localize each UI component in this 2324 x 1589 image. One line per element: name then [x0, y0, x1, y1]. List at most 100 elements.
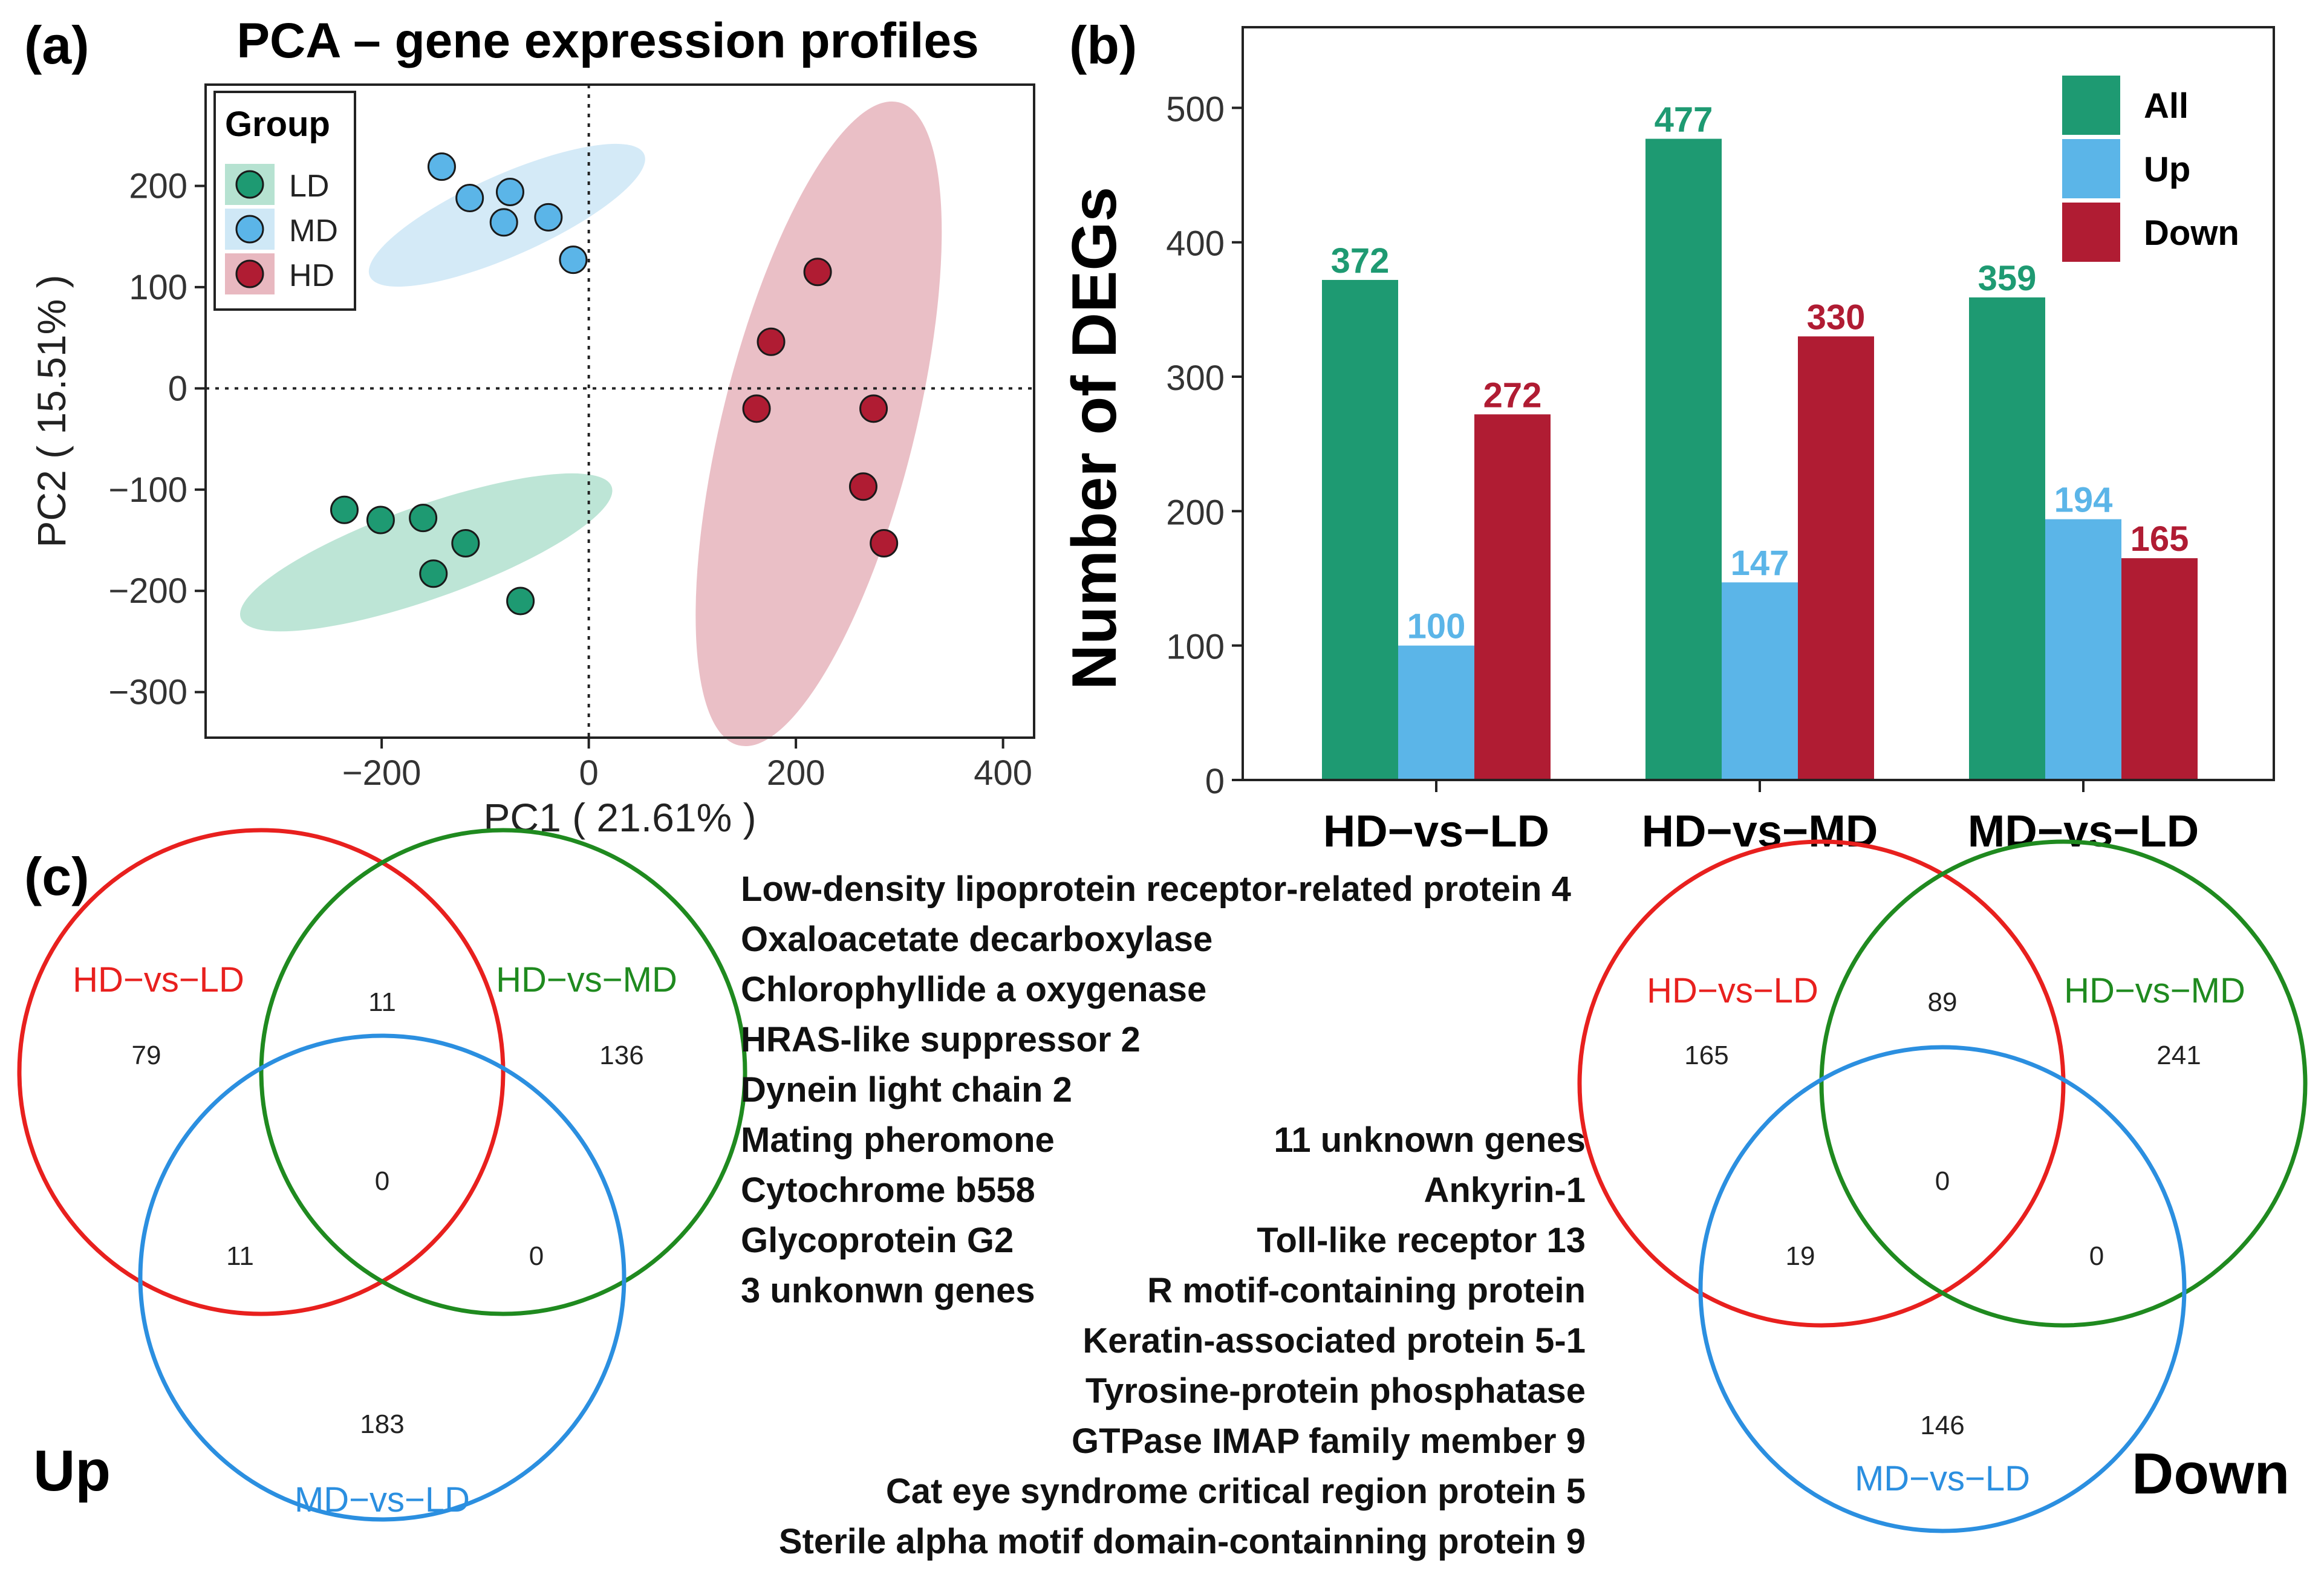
- panel-a: (a) PCA – gene expression profiles −200 0…: [24, 13, 1035, 840]
- gene-left-8: Glycoprotein G2: [741, 1221, 1014, 1260]
- pca-axes: −200 0 200 400 200 100 0 −100 −200 −300: [108, 166, 1032, 793]
- venn-up-label-md-vs-ld: MD−vs−LD: [295, 1480, 470, 1519]
- pca-y-axis-label: PC2 ( 15.51% ): [29, 275, 74, 547]
- pca-legend-label-hd: HD: [289, 258, 334, 293]
- pca-point-md-4: [489, 208, 518, 237]
- pca-legend-items: LD MD HD: [225, 164, 338, 294]
- venn-down-count-hd-ld-and-hd-md: 89: [1928, 987, 1958, 1017]
- gene-left-6: Mating pheromone: [741, 1120, 1055, 1160]
- bar-legend-swatch-down: [2062, 203, 2120, 262]
- bar-y-tick-label: 300: [1166, 359, 1225, 398]
- gene-left-7: Cytochrome b558: [741, 1171, 1035, 1210]
- venn-down-count-hd-vs-ld-only: 165: [1684, 1041, 1728, 1070]
- venn-up-count-md-vs-ld-only: 183: [360, 1409, 404, 1439]
- pca-legend-marker-ld: [235, 170, 264, 199]
- pca-ellipse-ld: [239, 473, 613, 632]
- gene-right-8: Cat eye syndrome critical region protein…: [886, 1472, 1586, 1511]
- pca-x-tick-label: 400: [974, 753, 1032, 793]
- pca-point-md-3: [495, 177, 524, 206]
- venn-down-circle-hd-vs-ld: [1577, 839, 2066, 1328]
- bar-value-label-all-hd-vs-md: 477: [1655, 100, 1713, 140]
- bar-y-axis-label: Number of DEGs: [1059, 187, 1130, 690]
- pca-y-tick-label: 0: [168, 369, 187, 408]
- pca-point-hd-3: [742, 394, 771, 423]
- gene-right-1: 11 unknown genes: [1274, 1120, 1586, 1160]
- pca-point-hd-4: [859, 394, 888, 423]
- bar-legend-label-down: Down: [2144, 213, 2239, 253]
- bar-down-md-vs-ld: [2121, 558, 2198, 780]
- pca-y-tick-label: 200: [129, 166, 187, 206]
- gene-left-2: Oxaloacetate decarboxylase: [741, 920, 1212, 959]
- pca-point-ld-2: [366, 505, 395, 535]
- bar-value-label-up-hd-vs-md: 147: [1731, 544, 1789, 583]
- venn-up-label-hd-vs-md: HD−vs−MD: [496, 960, 677, 999]
- bar-all-hd-vs-md: [1645, 138, 1722, 781]
- gene-right-4: R motif-containing protein: [1147, 1271, 1586, 1310]
- bar-up-hd-vs-md: [1722, 582, 1798, 780]
- gene-right-7: GTPase IMAP family member 9: [1072, 1422, 1586, 1461]
- venn-up-count-hd-md-and-md-ld: 0: [529, 1241, 544, 1271]
- gene-left-3: Chlorophyllide a oxygenase: [741, 970, 1206, 1009]
- panel-label-b: (b): [1069, 15, 1137, 75]
- gene-list-right: 11 unknown genes Ankyrin-1 Toll-like rec…: [779, 1120, 1586, 1561]
- bar-y-tick-label: 100: [1166, 628, 1225, 667]
- bar-value-label-down-hd-vs-ld: 272: [1483, 375, 1542, 415]
- bar-all-md-vs-ld: [1969, 297, 2045, 780]
- venn-down-count-hd-ld-and-md-ld: 19: [1786, 1241, 1815, 1271]
- venn-down-count-hd-md-and-md-ld: 0: [2089, 1241, 2104, 1271]
- bar-legend-swatch-all: [2062, 76, 2120, 135]
- bar-up-md-vs-ld: [2045, 519, 2121, 780]
- panel-label-c: (c): [24, 846, 90, 906]
- panel-c: (c) HD−vs−LD HD−vs−MD MD−vs−LD 79 136 18…: [17, 828, 2308, 1561]
- bar-y-tick-label: 0: [1205, 762, 1225, 801]
- gene-left-4: HRAS-like suppressor 2: [741, 1020, 1141, 1059]
- pca-point-md-6: [559, 245, 588, 275]
- venn-down-count-md-vs-ld-only: 146: [1920, 1411, 1964, 1440]
- pca-x-tick-label: 0: [579, 753, 598, 793]
- pca-point-hd-1: [803, 258, 832, 287]
- gene-right-2: Ankyrin-1: [1424, 1171, 1586, 1210]
- pca-point-md-1: [427, 152, 456, 181]
- venn-up-count-all-three: 0: [375, 1166, 389, 1196]
- bar-y-tick-label: 400: [1166, 224, 1225, 264]
- venn-down-label-md-vs-ld: MD−vs−LD: [1855, 1459, 2030, 1498]
- pca-y-tick-label: −200: [108, 571, 187, 611]
- venn-up-count-hd-ld-and-hd-md: 11: [368, 987, 396, 1017]
- pca-point-ld-1: [330, 495, 359, 524]
- gene-left-1: Low-density lipoprotein receptor-related…: [741, 869, 1571, 909]
- venn-up-circle-hd-vs-md: [259, 828, 747, 1316]
- venn-up-circle-md-vs-ld: [138, 1033, 627, 1522]
- venn-down-circle-md-vs-ld: [1698, 1045, 2187, 1533]
- gene-left-9: 3 unkonwn genes: [741, 1271, 1035, 1310]
- venn-up-circle-hd-vs-ld: [17, 828, 506, 1316]
- pca-legend: Group LD MD HD: [213, 91, 356, 311]
- pca-point-ld-3: [409, 504, 438, 533]
- pca-title: PCA – gene expression profiles: [236, 13, 978, 68]
- bar-value-label-down-md-vs-ld: 165: [2130, 519, 2189, 559]
- venn-up-label-hd-vs-ld: HD−vs−LD: [73, 960, 244, 999]
- gene-right-3: Toll-like receptor 13: [1257, 1221, 1586, 1260]
- pca-legend-marker-hd: [235, 259, 264, 288]
- pca-legend-marker-md: [235, 215, 264, 244]
- venn-down-circle-hd-vs-md: [1819, 839, 2308, 1328]
- bar-legend: All Up Down: [2062, 76, 2239, 262]
- pca-y-tick-label: 100: [129, 268, 187, 307]
- venn-down-count-all-three: 0: [1935, 1166, 1950, 1196]
- pca-point-hd-6: [870, 529, 899, 558]
- pca-y-tick-label: −300: [108, 673, 187, 712]
- pca-x-tick-label: −200: [342, 753, 422, 793]
- venn-down-label-hd-vs-md: HD−vs−MD: [2064, 971, 2245, 1010]
- pca-point-md-2: [455, 184, 484, 213]
- pca-ellipse-hd: [695, 101, 942, 747]
- bar-value-label-down-hd-vs-md: 330: [1807, 297, 1866, 337]
- bar-up-hd-vs-ld: [1398, 645, 1474, 780]
- bar-x-tick-label-hd-vs-ld: HD−vs−LD: [1323, 806, 1549, 856]
- gene-right-6: Tyrosine-protein phosphatase: [1086, 1371, 1586, 1411]
- pca-point-hd-5: [848, 472, 877, 501]
- bar-down-hd-vs-md: [1798, 336, 1874, 780]
- bar-value-label-up-md-vs-ld: 194: [2054, 481, 2113, 520]
- venn-up-count-hd-vs-md-only: 136: [599, 1041, 643, 1070]
- bar-value-label-up-hd-vs-ld: 100: [1407, 607, 1466, 646]
